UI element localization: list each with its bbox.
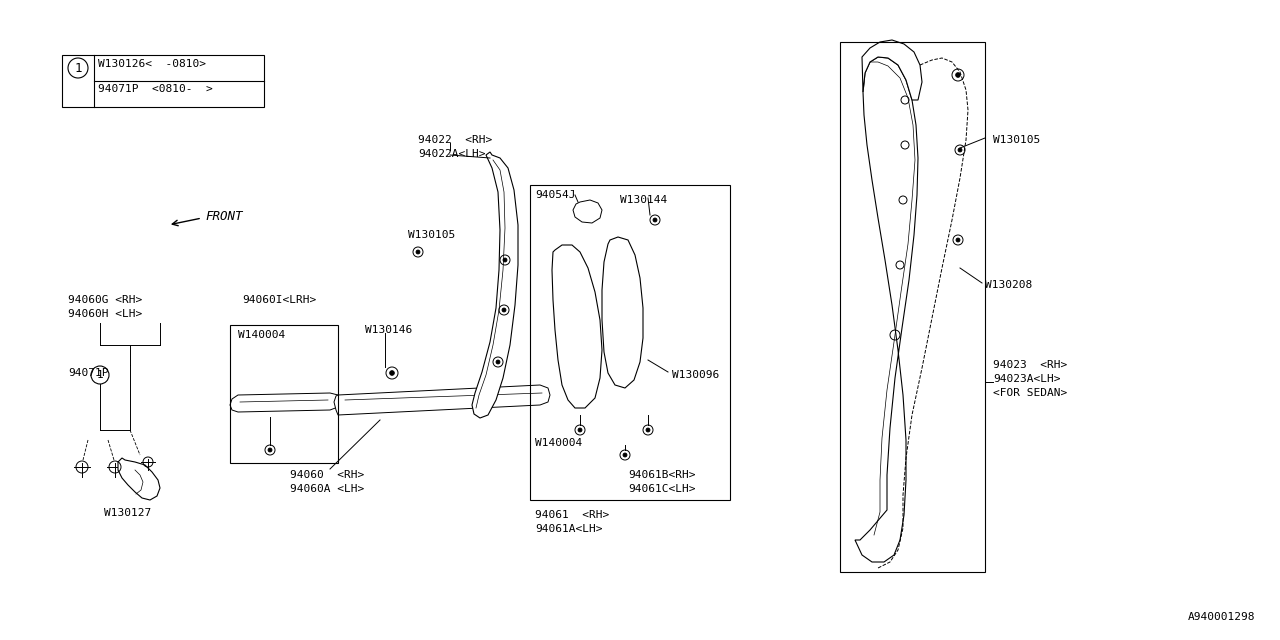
Text: 94060A <LH>: 94060A <LH>	[291, 484, 365, 494]
Polygon shape	[230, 393, 340, 412]
Text: 94071P: 94071P	[68, 368, 109, 378]
Text: 1: 1	[74, 61, 82, 74]
Text: 94060I<LRH>: 94060I<LRH>	[242, 295, 316, 305]
Text: A940001298: A940001298	[1188, 612, 1254, 622]
Circle shape	[959, 148, 961, 152]
Text: 94061C<LH>: 94061C<LH>	[628, 484, 695, 494]
Circle shape	[653, 218, 657, 222]
Text: 94060G <RH>: 94060G <RH>	[68, 295, 142, 305]
Text: W130127: W130127	[105, 508, 151, 518]
Text: 1: 1	[96, 370, 104, 380]
Circle shape	[497, 360, 500, 364]
Circle shape	[268, 448, 271, 452]
Polygon shape	[855, 57, 918, 562]
Text: 94022A<LH>: 94022A<LH>	[419, 149, 485, 159]
Circle shape	[646, 428, 650, 432]
Circle shape	[956, 73, 960, 77]
Text: FRONT: FRONT	[205, 210, 242, 223]
Text: 94023  <RH>: 94023 <RH>	[993, 360, 1068, 370]
Text: 94022  <RH>: 94022 <RH>	[419, 135, 493, 145]
Circle shape	[502, 308, 506, 312]
Text: W130144: W130144	[620, 195, 667, 205]
Polygon shape	[573, 200, 602, 223]
Circle shape	[623, 453, 627, 457]
Text: 94061A<LH>: 94061A<LH>	[535, 524, 603, 534]
Text: W140004: W140004	[238, 330, 285, 340]
Polygon shape	[552, 245, 602, 408]
Circle shape	[416, 250, 420, 254]
Polygon shape	[118, 458, 160, 500]
Circle shape	[389, 371, 394, 375]
Text: W130105: W130105	[408, 230, 456, 240]
Bar	[61, 55, 264, 107]
Text: 94054J: 94054J	[535, 190, 576, 200]
Bar	[230, 325, 338, 463]
Text: W130146: W130146	[365, 325, 412, 335]
Circle shape	[956, 238, 960, 242]
Text: 94061B<RH>: 94061B<RH>	[628, 470, 695, 480]
Text: W130126<  -0810>: W130126< -0810>	[99, 59, 206, 69]
Bar	[530, 185, 730, 500]
Circle shape	[503, 258, 507, 262]
Circle shape	[579, 428, 582, 432]
Polygon shape	[861, 40, 922, 100]
Polygon shape	[334, 385, 550, 415]
Text: W140004: W140004	[535, 438, 582, 448]
Text: 94071P  <0810-  >: 94071P <0810- >	[99, 84, 212, 94]
Polygon shape	[602, 237, 643, 388]
Text: W130096: W130096	[672, 370, 719, 380]
Text: 94060  <RH>: 94060 <RH>	[291, 470, 365, 480]
Text: 94023A<LH>: 94023A<LH>	[993, 374, 1061, 384]
Text: 94060H <LH>: 94060H <LH>	[68, 309, 142, 319]
Text: <FOR SEDAN>: <FOR SEDAN>	[993, 388, 1068, 398]
Text: W130208: W130208	[986, 280, 1032, 290]
Text: 94061  <RH>: 94061 <RH>	[535, 510, 609, 520]
Text: W130105: W130105	[993, 135, 1041, 145]
Polygon shape	[472, 152, 518, 418]
Bar	[840, 42, 986, 572]
